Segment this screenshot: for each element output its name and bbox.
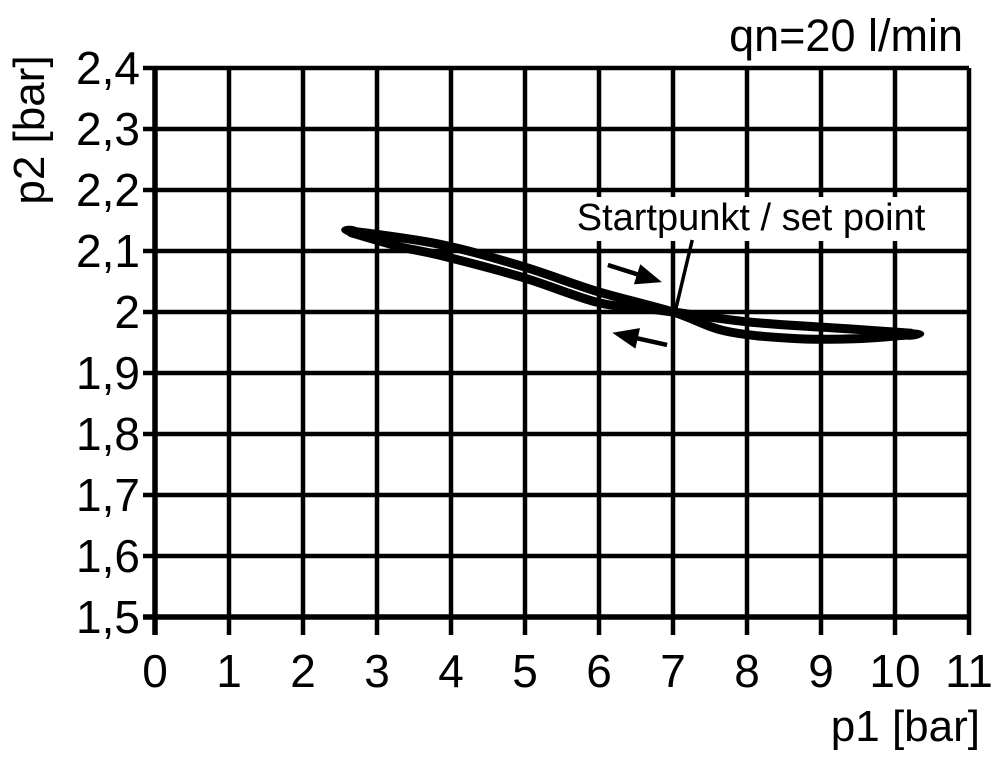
x-tick-label: 2	[290, 645, 316, 697]
direction-arrow-left	[612, 328, 668, 349]
x-tick-label: 8	[734, 645, 760, 697]
annotation-background	[568, 197, 934, 241]
direction-arrow-right-head	[633, 264, 662, 285]
curve-end-cap	[898, 329, 925, 340]
x-tick-label: 11	[945, 645, 993, 697]
x-tick-label: 9	[808, 645, 834, 697]
y-tick-label: 1,5	[76, 591, 140, 643]
direction-arrow-left-head	[612, 328, 640, 349]
y-tick-label: 2,3	[76, 103, 140, 155]
x-tick-label: 1	[216, 645, 242, 697]
x-tick-label: 4	[438, 645, 464, 697]
x-tick-label: 7	[660, 645, 686, 697]
curve-start-cap	[341, 225, 362, 237]
set-point-leader-line	[674, 239, 694, 309]
y-tick-label: 2,1	[76, 225, 140, 277]
y-tick-label: 2	[114, 286, 140, 338]
grid-layer	[143, 65, 972, 635]
x-axis-title: p1 [bar]	[831, 702, 980, 751]
chart-title: qn=20 l/min	[729, 10, 963, 61]
y-tick-label: 1,8	[76, 408, 140, 460]
x-tick-label: 5	[512, 645, 538, 697]
set-point-annotation: Startpunkt / set point	[577, 197, 926, 239]
y-axis-title: p2 [bar]	[5, 55, 54, 204]
x-tick-label: 6	[586, 645, 612, 697]
x-tick-label: 10	[869, 645, 920, 697]
x-tick-label: 3	[364, 645, 390, 697]
y-tick-label: 2,4	[76, 42, 140, 94]
tick-label-layer: 0 1 2 3 4 5 6 7 8 9 10 112,42,32,22,121,91,81,71,61…	[76, 42, 993, 697]
direction-arrow-right	[607, 262, 662, 285]
y-tick-label: 1,9	[76, 347, 140, 399]
curve-layer	[341, 225, 925, 349]
y-tick-label: 1,7	[76, 469, 140, 521]
x-tick-label: 0	[142, 645, 168, 697]
y-tick-label: 1,6	[76, 530, 140, 582]
curve-hysteresis-branch-return	[346, 228, 916, 338]
y-tick-label: 2,2	[76, 164, 140, 216]
